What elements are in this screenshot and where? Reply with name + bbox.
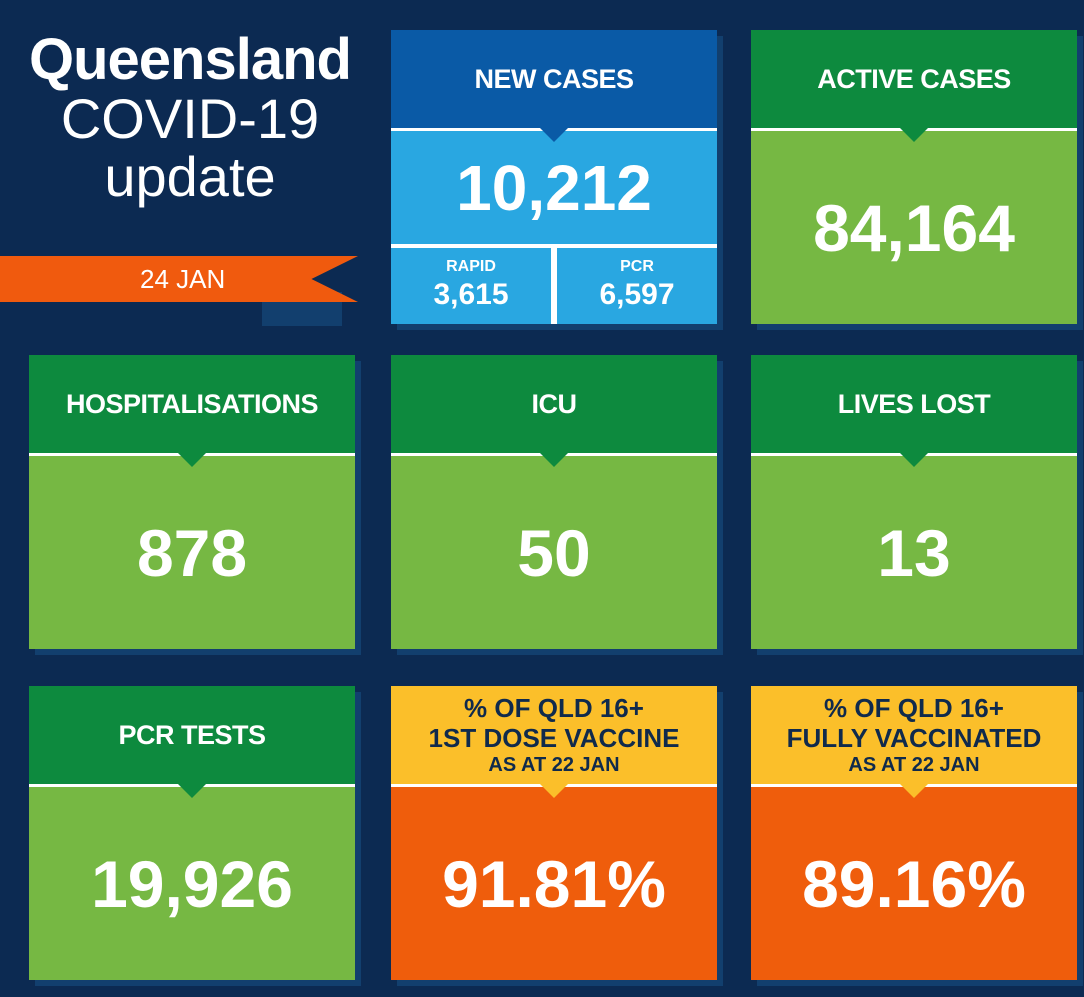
fully-vaccinated-line3: AS AT 22 JAN <box>848 754 980 776</box>
first-dose-card: % OF QLD 16+ 1ST DOSE VACCINE AS AT 22 J… <box>391 686 717 980</box>
fully-vaccinated-value: 89.16% <box>802 846 1026 921</box>
new-cases-body: 10,212 <box>391 128 717 244</box>
pcr-tests-card: PCR TESTS 19,926 <box>29 686 355 980</box>
active-cases-body: 84,164 <box>751 128 1077 324</box>
first-dose-line2: 1ST DOSE VACCINE <box>428 723 680 753</box>
pcr-cell: PCR 6,597 <box>557 248 717 324</box>
lives-lost-body: 13 <box>751 453 1077 649</box>
lives-lost-header: LIVES LOST <box>751 355 1077 453</box>
icu-header: ICU <box>391 355 717 453</box>
active-cases-label: ACTIVE CASES <box>817 63 1011 94</box>
rapid-cell: RAPID 3,615 <box>391 248 551 324</box>
hospitalisations-value: 878 <box>136 515 248 590</box>
pcr-label: PCR <box>620 258 654 275</box>
icu-card: ICU 50 <box>391 355 717 649</box>
hospitalisations-notch <box>178 453 206 467</box>
title-block: Queensland COVID-19 update <box>0 30 380 206</box>
rapid-value: 3,615 <box>433 278 509 311</box>
hospitalisations-label: HOSPITALISATIONS <box>65 388 319 419</box>
active-cases-value: 84,164 <box>813 190 1015 265</box>
title-queensland: Queensland <box>29 27 352 92</box>
pcr-tests-notch <box>178 784 206 798</box>
title-covid: COVID-19 <box>60 87 320 150</box>
first-dose-body: 91.81% <box>391 784 717 980</box>
hospitalisations-body: 878 <box>29 453 355 649</box>
fully-vaccinated-card: % OF QLD 16+ FULLY VACCINATED AS AT 22 J… <box>751 686 1077 980</box>
icu-notch <box>540 453 568 467</box>
first-dose-notch <box>540 784 568 798</box>
pcr-value: 6,597 <box>599 278 675 311</box>
lives-lost-label: LIVES LOST <box>837 388 991 419</box>
pcr-tests-value: 19,926 <box>91 846 293 921</box>
new-cases-notch <box>540 128 568 142</box>
title-update: update <box>104 145 276 208</box>
lives-lost-notch <box>900 453 928 467</box>
new-cases-header: NEW CASES <box>391 30 717 128</box>
hospitalisations-header: HOSPITALISATIONS <box>29 355 355 453</box>
lives-lost-value: 13 <box>877 515 951 590</box>
first-dose-value: 91.81% <box>442 846 666 921</box>
pcr-tests-label: PCR TESTS <box>118 719 266 750</box>
pcr-tests-body: 19,926 <box>29 784 355 980</box>
active-cases-header: ACTIVE CASES <box>751 30 1077 128</box>
hospitalisations-card: HOSPITALISATIONS 878 <box>29 355 355 649</box>
fully-vaccinated-header: % OF QLD 16+ FULLY VACCINATED AS AT 22 J… <box>751 686 1077 784</box>
icu-label: ICU <box>531 388 578 419</box>
fully-vaccinated-line1: % OF QLD 16+ <box>824 693 1004 723</box>
rapid-label: RAPID <box>446 258 496 275</box>
date-ribbon: 24 JAN <box>0 256 358 302</box>
new-cases-card: NEW CASES 10,212 RAPID 3,615 PCR 6,597 <box>391 30 717 324</box>
active-cases-card: ACTIVE CASES 84,164 <box>751 30 1077 324</box>
fully-vaccinated-line2: FULLY VACCINATED <box>786 723 1042 753</box>
first-dose-line3: AS AT 22 JAN <box>488 754 620 776</box>
pcr-tests-header: PCR TESTS <box>29 686 355 784</box>
icu-body: 50 <box>391 453 717 649</box>
active-cases-notch <box>900 128 928 142</box>
new-cases-value: 10,212 <box>456 151 652 224</box>
new-cases-label: NEW CASES <box>474 63 634 94</box>
first-dose-header: % OF QLD 16+ 1ST DOSE VACCINE AS AT 22 J… <box>391 686 717 784</box>
icu-value: 50 <box>517 515 591 590</box>
fully-vaccinated-notch <box>900 784 928 798</box>
lives-lost-card: LIVES LOST 13 <box>751 355 1077 649</box>
first-dose-line1: % OF QLD 16+ <box>464 693 644 723</box>
fully-vaccinated-body: 89.16% <box>751 784 1077 980</box>
